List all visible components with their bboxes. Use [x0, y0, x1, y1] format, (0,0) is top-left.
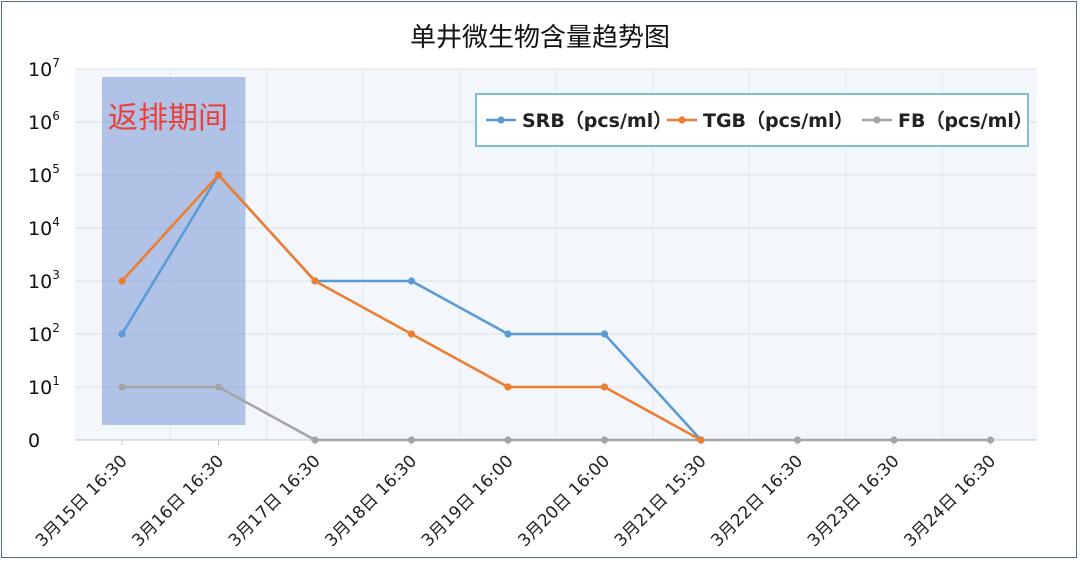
data-point [890, 436, 898, 444]
data-point [311, 436, 319, 444]
x-tick-label: 3月16日 16:30 [128, 451, 228, 551]
y-tick-exponent: 4 [52, 215, 60, 229]
y-tick-exponent: 5 [52, 162, 60, 176]
data-point [600, 330, 609, 338]
x-tick-label: 3月15日 16:30 [32, 451, 132, 551]
data-point [214, 171, 223, 179]
data-point [504, 436, 512, 444]
y-axis: 0 101 102 103 104 105 106 107 [28, 56, 60, 452]
data-point [697, 436, 705, 444]
legend-swatch-marker [497, 116, 505, 124]
chart-title: 单井微生物含量趋势图 [410, 23, 670, 53]
x-tick-label: 3月17日 16:30 [225, 451, 325, 551]
legend-box [475, 93, 1029, 147]
y-tick-label: 107 [28, 56, 60, 81]
legend-swatch-marker [873, 116, 881, 124]
data-point [600, 436, 609, 444]
data-point [118, 383, 126, 391]
y-tick-label: 104 [28, 215, 60, 240]
data-point [504, 330, 512, 338]
x-tick-label: 3月20日 16:00 [514, 451, 614, 551]
x-tick-label: 3月23日 16:30 [804, 451, 904, 551]
y-tick-exponent: 6 [52, 109, 60, 123]
legend-swatch-marker [678, 116, 686, 124]
y-tick-label: 102 [28, 321, 60, 346]
data-point [118, 330, 126, 338]
legend-label: FB（pcs/ml） [898, 109, 1033, 132]
x-tick-label: 3月24日 16:30 [900, 451, 1000, 551]
data-point [407, 330, 416, 338]
y-tick-exponent: 7 [52, 56, 60, 70]
data-point [986, 436, 995, 444]
x-tick-label: 3月22日 16:30 [707, 451, 807, 551]
y-tick-label: 106 [28, 109, 60, 134]
annotation-label: 返排期间 [108, 101, 228, 136]
data-point [504, 383, 512, 391]
y-tick-exponent: 3 [52, 268, 60, 282]
y-tick-label: 103 [28, 268, 60, 293]
legend-label: TGB（pcs/ml） [703, 109, 853, 132]
x-tick-label: 3月21日 15:30 [611, 451, 711, 551]
series-line [122, 385, 991, 442]
legend: SRB（pcs/ml） TGB（pcs/ml） FB（pcs/ml） [475, 93, 1033, 147]
x-tick-label: 3月19日 16:00 [418, 451, 518, 551]
data-point [600, 383, 609, 391]
data-point [118, 277, 126, 285]
data-point [214, 383, 223, 391]
y-tick-exponent: 2 [52, 321, 60, 335]
y-tick-label: 101 [28, 374, 60, 399]
y-tick-exponent: 1 [52, 374, 60, 388]
data-point [407, 277, 416, 285]
data-point [793, 436, 802, 444]
x-tick-label: 3月18日 16:30 [321, 451, 421, 551]
y-tick-label: 105 [28, 162, 60, 187]
data-point [407, 436, 416, 444]
legend-label: SRB（pcs/ml） [522, 109, 672, 132]
data-point [311, 277, 319, 285]
y-tick-label: 0 [28, 430, 40, 452]
series-layer [118, 171, 995, 444]
